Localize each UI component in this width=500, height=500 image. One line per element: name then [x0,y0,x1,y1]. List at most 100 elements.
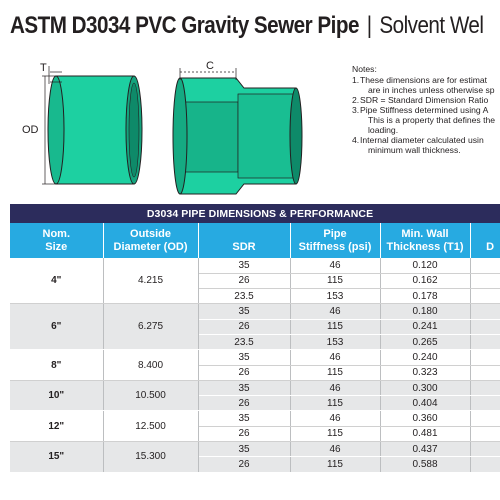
pipe-dimensions-table-wrap: D3034 PIPE DIMENSIONS & PERFORMANCE Nom.… [10,204,500,473]
table-row: 15" 15.300 35 46 0.437 [10,441,500,473]
wall-thickness-cell: 0.323 [380,365,471,381]
sdr-cell: 26 [198,395,291,412]
outside-diameter-cell: 6.275 [103,303,199,351]
wall-thickness-cell: 0.178 [380,288,471,305]
sdr-cell: 26 [198,426,291,443]
note-line: 4. Internal diameter calculated usin [352,135,500,145]
nominal-size-cell: 4" [10,258,104,305]
note-number: 1. [352,75,360,85]
table-row: 12" 12.500 35 46 0.360 [10,410,500,443]
inside-diameter-cell [470,441,500,458]
note-text: Pipe Stiffness determined using A [360,105,489,115]
note-line: This is a property that defines the [352,115,500,125]
column-header: Outside Diameter (OD) [103,223,199,258]
wall-thickness-cell: 0.180 [380,303,471,320]
note-number: 3. [352,105,360,115]
column-header-line: Thickness (T1) [386,240,464,253]
table-row: 26 115 0.404 [10,395,500,412]
column-header: Pipe Stiffness (psi) [290,223,381,258]
note-line: are in inches unless otherwise sp [352,85,500,95]
pipe-bell-section [172,68,303,195]
column-header: D [470,223,500,258]
sdr-cell: 23.5 [198,288,291,305]
note-line: 2. SDR = Standard Dimension Ratio [352,95,500,105]
sdr-cell: 23.5 [198,334,291,351]
table-row: 23.5 153 0.265 [10,334,500,351]
sdr-cell: 35 [198,380,291,397]
title-separator: | [366,12,372,39]
stiffness-cell: 153 [290,334,381,351]
inside-diameter-cell [470,380,500,397]
inside-diameter-cell [470,334,500,351]
note-text: Internal diameter calculated usin [360,135,484,145]
outside-diameter-cell: 12.500 [103,410,199,443]
table-row: 23.5 153 0.178 [10,288,500,305]
table-row: 26 115 0.588 [10,456,500,473]
note-text: SDR = Standard Dimension Ratio [360,95,489,105]
table-row: 26 115 0.323 [10,365,500,381]
stiffness-cell: 46 [290,349,381,366]
stiffness-cell: 46 [290,258,381,274]
column-header-line: Outside [130,227,171,240]
outside-diameter-cell: 4.215 [103,258,199,305]
note-line: minimum wall thickness. [352,145,500,155]
inside-diameter-cell [470,349,500,366]
column-header: Nom. Size [10,223,104,258]
stiffness-cell: 153 [290,288,381,305]
sdr-cell: 26 [198,456,291,473]
stiffness-cell: 115 [290,365,381,381]
outside-diameter-cell: 10.500 [103,380,199,412]
column-header-line: SDR [232,240,256,253]
column-header-line: Pipe [323,227,347,240]
nominal-size-cell: 6" [10,303,104,351]
note-number [352,85,360,95]
pipe-diagrams: T OD C [0,54,350,204]
nominal-size-cell: 15" [10,441,104,473]
nominal-size-cell: 10" [10,380,104,412]
table-row: 26 115 0.481 [10,426,500,443]
sdr-cell: 35 [198,441,291,458]
note-text: loading. [368,125,399,135]
wall-thickness-cell: 0.241 [380,319,471,335]
column-header-line [471,228,500,241]
inside-diameter-cell [470,273,500,290]
table-header-row: Nom. Size Outside Diameter (OD) SDR Pipe Stif… [10,223,500,258]
stiffness-cell: 115 [290,456,381,473]
note-number [352,125,360,135]
table-row: 26 115 0.241 [10,319,500,335]
inside-diameter-cell [470,288,500,305]
wall-thickness-cell: 0.162 [380,273,471,290]
inside-diameter-cell [470,410,500,427]
note-item: 4. Internal diameter calculated usin minim… [352,135,500,155]
note-number: 4. [352,135,360,145]
sdr-cell: 26 [198,319,291,335]
note-number [352,145,360,155]
od-dimension-label: OD [22,124,39,136]
stiffness-cell: 115 [290,273,381,290]
pipe-end-view [42,66,143,185]
note-number [352,115,360,125]
wall-thickness-cell: 0.588 [380,456,471,473]
stiffness-cell: 46 [290,380,381,397]
wall-thickness-cell: 0.265 [380,334,471,351]
note-text: This is a property that defines the [368,115,496,125]
c-dimension-label: C [206,60,214,72]
note-item: 2. SDR = Standard Dimension Ratio [352,95,500,105]
note-number: 2. [352,95,360,105]
t-dimension-label: T [40,62,47,74]
note-item: 3. Pipe Stiffness determined using A This … [352,105,500,135]
stiffness-cell: 46 [290,441,381,458]
notes-section: Notes: 1. These dimensions are for estima… [352,64,500,155]
table-row: 4" 4.215 35 46 0.120 [10,258,500,305]
page-title: ASTM D3034 PVC Gravity Sewer Pipe | Solv… [10,12,484,40]
pipe-diagram-graphic [42,66,303,195]
inside-diameter-cell [470,395,500,412]
column-header-line [199,228,290,241]
column-header: Min. Wall Thickness (T1) [380,223,471,258]
note-line: loading. [352,125,500,135]
table-row: 8" 8.400 35 46 0.240 [10,349,500,381]
table-row: 10" 10.500 35 46 0.300 [10,380,500,412]
table-body: 4" 4.215 35 46 0.120 26 115 0.162 23.5 153 0.178 6"… [10,258,500,473]
wall-thickness-cell: 0.404 [380,395,471,412]
stiffness-cell: 46 [290,303,381,320]
